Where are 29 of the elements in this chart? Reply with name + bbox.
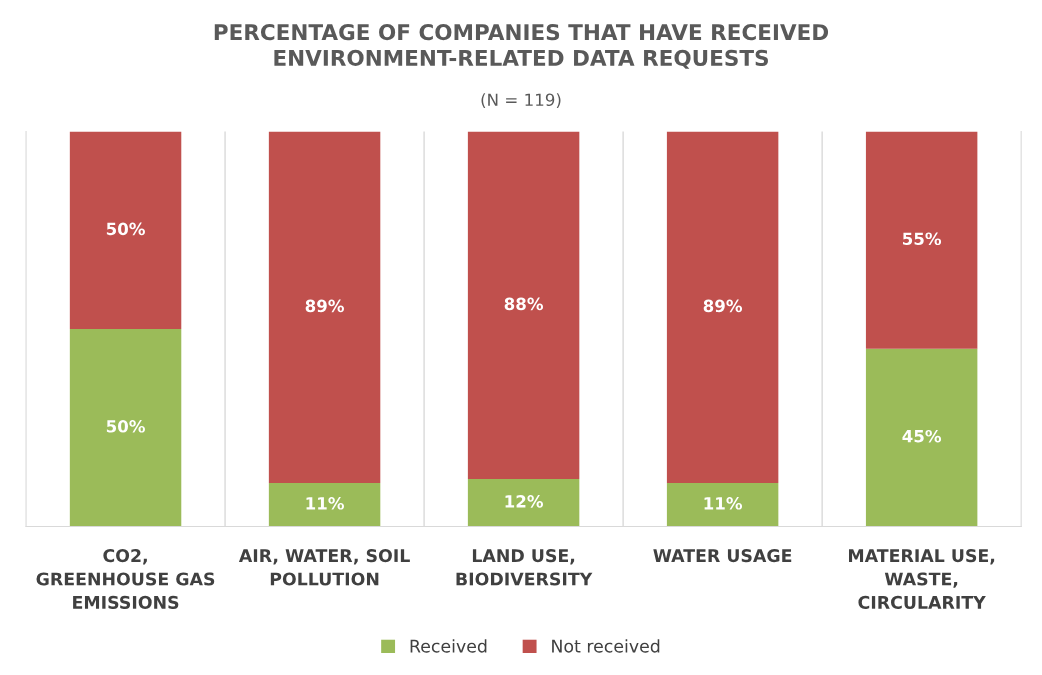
data-label: 45% bbox=[902, 429, 942, 443]
x-tick-label: MATERIAL USE, WASTE, CIRCULARITY bbox=[849, 549, 995, 609]
bar bbox=[865, 348, 978, 527]
bar bbox=[666, 483, 779, 527]
data-label: 55% bbox=[902, 232, 942, 246]
data-label: 89% bbox=[305, 299, 344, 313]
bar bbox=[467, 131, 580, 480]
data-label: 50% bbox=[106, 420, 145, 433]
x-tick-label: WATER USAGE bbox=[653, 549, 792, 563]
data-label: 12% bbox=[505, 495, 544, 508]
bar bbox=[69, 329, 182, 527]
bar bbox=[467, 479, 580, 527]
data-label: 89% bbox=[703, 299, 743, 313]
data-label: 88% bbox=[504, 297, 544, 311]
x-tick-label: CO2, GREENHOUSE GAS EMISSIONS bbox=[36, 549, 215, 609]
data-label: 11% bbox=[306, 497, 344, 510]
bar bbox=[865, 131, 978, 349]
x-tick-label: AIR, WATER, SOIL POLLUTION bbox=[238, 549, 410, 586]
x-tick-label: LAND USE, BIODIVERSITY bbox=[456, 549, 593, 586]
chart-title: PERCENTAGE OF COMPANIES THAT HAVE RECEIVED ENVIRONMENT-RELATED DATA REQUESTS bbox=[214, 24, 829, 69]
bar bbox=[268, 131, 381, 484]
bar bbox=[268, 483, 381, 527]
bar bbox=[69, 131, 182, 330]
legend-label: Not received bbox=[552, 639, 660, 653]
legend-label: Received bbox=[410, 639, 487, 653]
data-label: 11% bbox=[704, 497, 743, 510]
bar bbox=[666, 131, 779, 484]
chart-subtitle: (N = 119) bbox=[481, 93, 561, 109]
data-label: 50% bbox=[106, 222, 145, 236]
